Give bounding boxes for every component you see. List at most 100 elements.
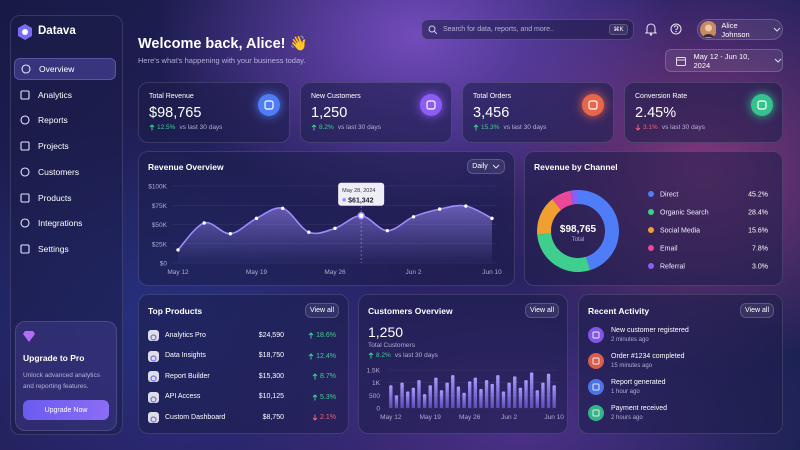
nav-label: Customers — [38, 166, 80, 177]
change-value: 2.1% — [320, 414, 336, 421]
product-name: Custom Dashboard — [165, 413, 226, 421]
activity-glyph — [592, 409, 600, 417]
search-shortcut: ⌘K — [609, 24, 628, 35]
nav-icon — [20, 141, 30, 151]
glyph — [150, 375, 157, 382]
kpi-value: 1,250 — [311, 105, 348, 121]
kpi-card: Conversion Rate 2.45% 3.1% vs last 30 days — [624, 82, 783, 143]
kpi-card: Total Orders 3,456 15.3% vs last 30 days — [462, 82, 614, 143]
glyph — [592, 383, 600, 391]
search-placeholder: Search for data, reports, and more.. — [443, 26, 554, 33]
nav-item[interactable]: Projects — [14, 135, 116, 157]
kpi-value: 2.45% — [635, 105, 677, 121]
change-value: 8.7% — [320, 373, 336, 380]
change-note: vs last 30 days — [337, 124, 381, 131]
change-note: vs last 30 days — [394, 352, 438, 359]
view-all-button[interactable]: View all — [525, 303, 559, 318]
activity-time: 2 minutes ago — [611, 337, 649, 343]
nav-item[interactable]: Integrations — [14, 212, 116, 234]
trend-arrow — [149, 124, 155, 131]
view-all-button[interactable]: View all — [740, 303, 774, 318]
activity-time: 1 hour ago — [611, 389, 640, 395]
chevron — [492, 164, 500, 169]
change-value: 18.6% — [316, 332, 336, 339]
nav-item[interactable]: Settings — [14, 238, 116, 260]
nav-item[interactable]: Overview — [14, 58, 116, 80]
icon-shape — [20, 167, 30, 177]
trend-arrow — [311, 124, 317, 131]
change-row: 8.2% vs last 30 days — [368, 352, 438, 359]
arrow-shape — [312, 414, 318, 421]
icon-shape — [20, 141, 30, 151]
nav-item[interactable]: Analytics — [14, 84, 116, 106]
change-value: 12.5% — [157, 124, 176, 131]
kpi-icon — [582, 94, 604, 116]
activity-icon — [588, 353, 604, 369]
trend-arrow — [308, 332, 314, 339]
activity-icon — [588, 405, 604, 421]
product-glyph — [150, 354, 157, 362]
view-all-button[interactable]: View all — [305, 303, 339, 318]
nav-icon — [20, 90, 30, 100]
change-row: 3.1% vs last 30 days — [635, 124, 705, 131]
card-title: Customers Overview — [368, 306, 453, 316]
change-value: 15.3% — [481, 124, 500, 131]
change-row: 8.2% vs last 30 days — [311, 124, 381, 131]
notification-icon[interactable] — [645, 23, 657, 36]
help-icon[interactable] — [670, 23, 682, 35]
trend-arrow — [635, 124, 641, 131]
change-value: 8.2% — [319, 124, 334, 131]
chevron — [774, 58, 781, 63]
kpi-card: New Customers 1,250 8.2% vs last 30 days — [300, 82, 452, 143]
glyph — [592, 331, 600, 339]
trend-arrow — [368, 352, 374, 359]
product-icon — [148, 371, 159, 382]
product-name: Report Builder — [165, 372, 210, 380]
product-change: 18.6% — [308, 332, 336, 339]
period-value: Daily — [472, 163, 488, 170]
product-change: 8.7% — [312, 373, 336, 380]
arrow-shape — [308, 332, 314, 339]
arrow-shape — [312, 393, 318, 400]
search-box[interactable]: Search for data, reports, and more.. — [421, 19, 634, 40]
product-revenue: $10,125 — [258, 393, 284, 400]
recent-activity-card — [578, 294, 783, 434]
date-range-picker[interactable]: May 12 - Jun 10, 2024 — [665, 49, 783, 72]
activity-glyph — [592, 331, 600, 339]
product-change: 12.4% — [308, 353, 336, 360]
kpi-label: Conversion Rate — [635, 93, 688, 100]
trend-arrow — [308, 352, 314, 359]
brand-name: Datava — [38, 25, 76, 37]
glyph — [264, 100, 274, 110]
user-menu[interactable]: Alice Johnson — [697, 19, 783, 40]
nav-icon — [20, 167, 30, 177]
upgrade-button[interactable]: Upgrade Now — [23, 400, 109, 420]
change-value: 8.2% — [376, 352, 391, 359]
glyph — [426, 100, 436, 110]
product-name: Analytics Pro — [165, 331, 206, 339]
nav-item[interactable]: Reports — [14, 109, 116, 131]
product-icon — [148, 412, 159, 423]
kpi-glyph — [264, 100, 274, 110]
activity-title: Order #1234 completed — [611, 353, 685, 360]
period-dropdown[interactable]: Daily — [467, 159, 505, 174]
activity-glyph — [592, 383, 600, 391]
trend-arrow — [473, 124, 479, 131]
activity-title: Report generated — [611, 379, 666, 386]
product-change: 5.3% — [312, 394, 336, 401]
nav-item[interactable]: Customers — [14, 161, 116, 183]
kpi-glyph — [757, 100, 767, 110]
change-value: 3.1% — [643, 124, 658, 131]
nav-label: Analytics — [38, 89, 73, 100]
card-title: Revenue by Channel — [534, 162, 618, 172]
change-note: vs last 30 days — [503, 124, 547, 131]
icon-shape — [20, 115, 30, 125]
arrow-shape — [311, 124, 317, 131]
kpi-icon — [258, 94, 280, 116]
avatar — [700, 21, 717, 38]
date-range: May 12 - Jun 10, 2024 — [693, 51, 750, 70]
customers-total: 1,250 — [368, 324, 404, 340]
nav-item[interactable]: Products — [14, 187, 116, 209]
change-row: 15.3% vs last 30 days — [473, 124, 546, 131]
arrow-shape — [473, 124, 479, 131]
